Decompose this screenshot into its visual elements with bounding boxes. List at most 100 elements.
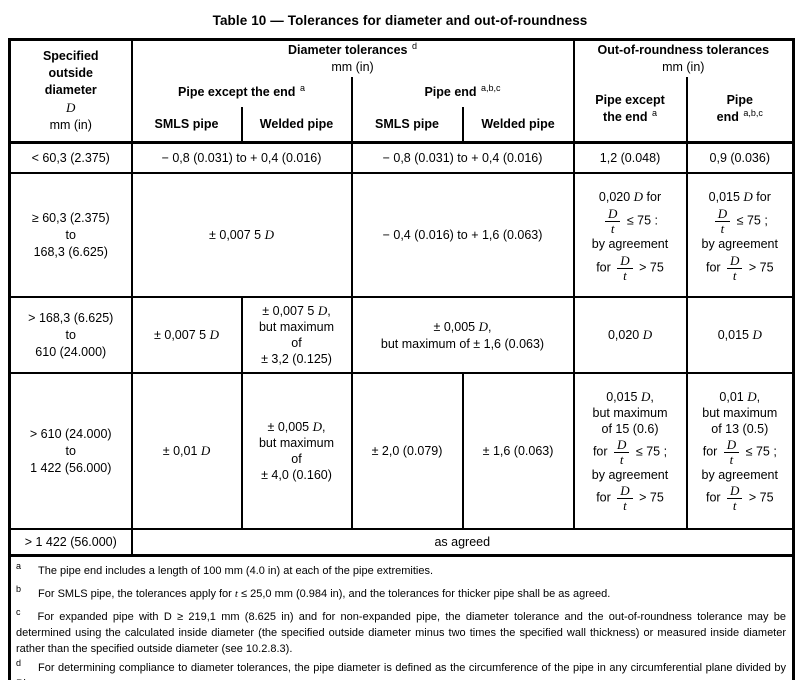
pipe-end-label: Pipe end <box>424 85 477 99</box>
oor-except-line-1: Pipe except <box>595 93 665 107</box>
header-specified-od: Specified outside diameter D mm (in) <box>8 38 133 143</box>
variable-D: D <box>200 443 211 458</box>
cell-r5-as-agreed: as agreed <box>130 528 795 557</box>
header-welded-except-end: Welded pipe <box>240 107 353 144</box>
superscript-abc: a,b,c <box>481 82 501 93</box>
oor-except-line-2: the end <box>603 110 648 124</box>
variable-D: D <box>478 318 488 334</box>
cell-r1-oor-end: 0,9 (0.036) <box>685 141 795 174</box>
cell-r2-pipe-end: − 0,4 (0.016) to + 1,6 (0.063) <box>350 172 575 298</box>
od-line-2: outside <box>48 66 93 80</box>
cell-r3-oor-end: 0,015 D <box>685 296 795 374</box>
table-row: > 168,3 (6.625) to 610 (24.000) ± 0,007 … <box>8 296 795 374</box>
oor-end-line-1: Pipe <box>726 93 753 107</box>
header-row-3: SMLS pipe Welded pipe SMLS pipe Welded p… <box>10 107 794 144</box>
cell-r2-except-end: ± 0,007 5 D <box>130 172 353 298</box>
footnotes-row: a The pipe end includes a length of 100 m… <box>8 554 795 680</box>
oor-end-line-2: end <box>716 110 739 124</box>
variable-t: t <box>234 588 238 600</box>
od-symbol-D: D <box>66 100 76 115</box>
footnote-d-text: For determining compliance to diameter t… <box>16 662 787 680</box>
variable-D: D <box>747 389 757 404</box>
variable-D: D <box>642 327 653 342</box>
od-line-3: diameter <box>44 83 97 97</box>
variable-D: D <box>743 188 753 204</box>
cell-r4-smls: ± 0,01 D <box>130 372 243 530</box>
header-row-2: Pipe except the end a Pipe end a,b,c Pip… <box>10 77 795 143</box>
cell-r1-od: < 60,3 (2.375) <box>8 141 133 174</box>
header-oor-tolerances: Out-of-roundness tolerances mm (in) <box>572 38 795 77</box>
variable-D: D <box>640 389 651 404</box>
cell-r4-welded-end: ± 1,6 (0.063) <box>461 372 575 530</box>
variable-D: D <box>317 303 328 318</box>
variable-D: D <box>209 327 219 342</box>
cell-r4-welded: ± 0,005 D, but maximum of ± 4,0 (0.160) <box>240 372 353 530</box>
footnote-c-marker: c <box>16 607 21 618</box>
footnote-c-text: For expanded pipe with D ≥ 219,1 mm (8.6… <box>16 611 787 655</box>
footnotes-cell: a The pipe end includes a length of 100 m… <box>8 554 795 680</box>
footnote-b: b For SMLS pipe, the tolerances apply for… <box>16 584 611 600</box>
header-smls-except-end: SMLS pipe <box>130 107 243 144</box>
superscript-a: a <box>299 82 305 93</box>
table-row: > 610 (24.000) to 1 422 (56.000) ± 0,01 … <box>8 372 795 530</box>
cell-r1-oor-except: 1,2 (0.048) <box>572 141 688 174</box>
footnote-a: a The pipe end includes a length of 100 m… <box>16 561 786 579</box>
superscript-abc: a,b,c <box>743 107 763 118</box>
cell-r3-oor-except: 0,020 D <box>572 296 688 374</box>
diameter-tolerances-label: Diameter tolerances <box>288 43 408 57</box>
cell-r3-smls: ± 0,007 5 D <box>130 296 243 374</box>
footnote-c: c For expanded pipe with D ≥ 219,1 mm (8.… <box>16 607 787 657</box>
table-row: < 60,3 (2.375) − 0,8 (0.031) to + 0,4 (0… <box>8 141 795 174</box>
oor-tolerances-unit: mm (in) <box>662 60 705 74</box>
od-line-1: Specified <box>42 49 99 63</box>
diameter-tolerances-unit: mm (in) <box>331 60 374 74</box>
cell-r3-pipe-end: ± 0,005 D, but maximum of ± 1,6 (0.063) <box>350 296 575 374</box>
header-smls-pipe-end: SMLS pipe <box>350 107 464 144</box>
header-diameter-tolerances: Diameter tolerances d mm (in) <box>130 38 575 77</box>
cell-r4-smls-end: ± 2,0 (0.079) <box>350 372 464 530</box>
cell-r3-welded: ± 0,007 5 D, but maximum of ± 3,2 (0.125… <box>240 296 353 374</box>
cell-r1-pipe-end: − 0,8 (0.031) to + 0,4 (0.016) <box>350 141 575 174</box>
cell-r5-od: > 1 422 (56.000) <box>8 528 133 557</box>
cell-r3-od: > 168,3 (6.625) to 610 (24.000) <box>8 296 133 374</box>
header-oor-pipe-except-end: Pipe except the end a <box>572 77 688 143</box>
variable-D: D <box>752 327 762 342</box>
header-welded-pipe-end: Welded pipe <box>461 107 575 144</box>
table-row: ≥ 60,3 (2.375) to 168,3 (6.625) ± 0,007 … <box>8 172 795 298</box>
pipe-except-end-label: Pipe except the end <box>178 85 296 99</box>
cell-r2-od: ≥ 60,3 (2.375) to 168,3 (6.625) <box>8 172 133 298</box>
oor-tolerances-label: Out-of-roundness tolerances <box>597 43 770 57</box>
variable-D: D <box>312 419 322 434</box>
superscript-a: a <box>651 107 657 118</box>
table-title: Table 10 — Tolerances for diameter and o… <box>212 13 588 28</box>
od-unit: mm (in) <box>49 118 92 132</box>
header-row-1: Specified outside diameter D mm (in) Dia… <box>8 38 795 143</box>
variable-D: D <box>264 227 274 242</box>
header-pipe-end: Pipe end a,b,c <box>350 77 575 107</box>
variable-D: D <box>633 188 644 204</box>
table-10: Specified outside diameter D mm (in) Dia… <box>8 38 796 680</box>
footnote-a-marker: a <box>16 561 22 572</box>
header-oor-pipe-end: Pipe end a,b,c <box>685 77 795 143</box>
table-row: > 1 422 (56.000) as agreed <box>8 528 795 557</box>
footnote-a-text: The pipe end includes a length of 100 mm… <box>38 565 434 577</box>
footnote-b-marker: b <box>16 584 22 595</box>
superscript-d: d <box>412 40 418 51</box>
cell-r1-except-end: − 0,8 (0.031) to + 0,4 (0.016) <box>130 141 353 174</box>
footnote-d-marker: d <box>16 658 22 669</box>
footnote-d: d For determining compliance to diameter … <box>16 658 787 680</box>
header-pipe-except-end: Pipe except the end a <box>130 77 353 107</box>
